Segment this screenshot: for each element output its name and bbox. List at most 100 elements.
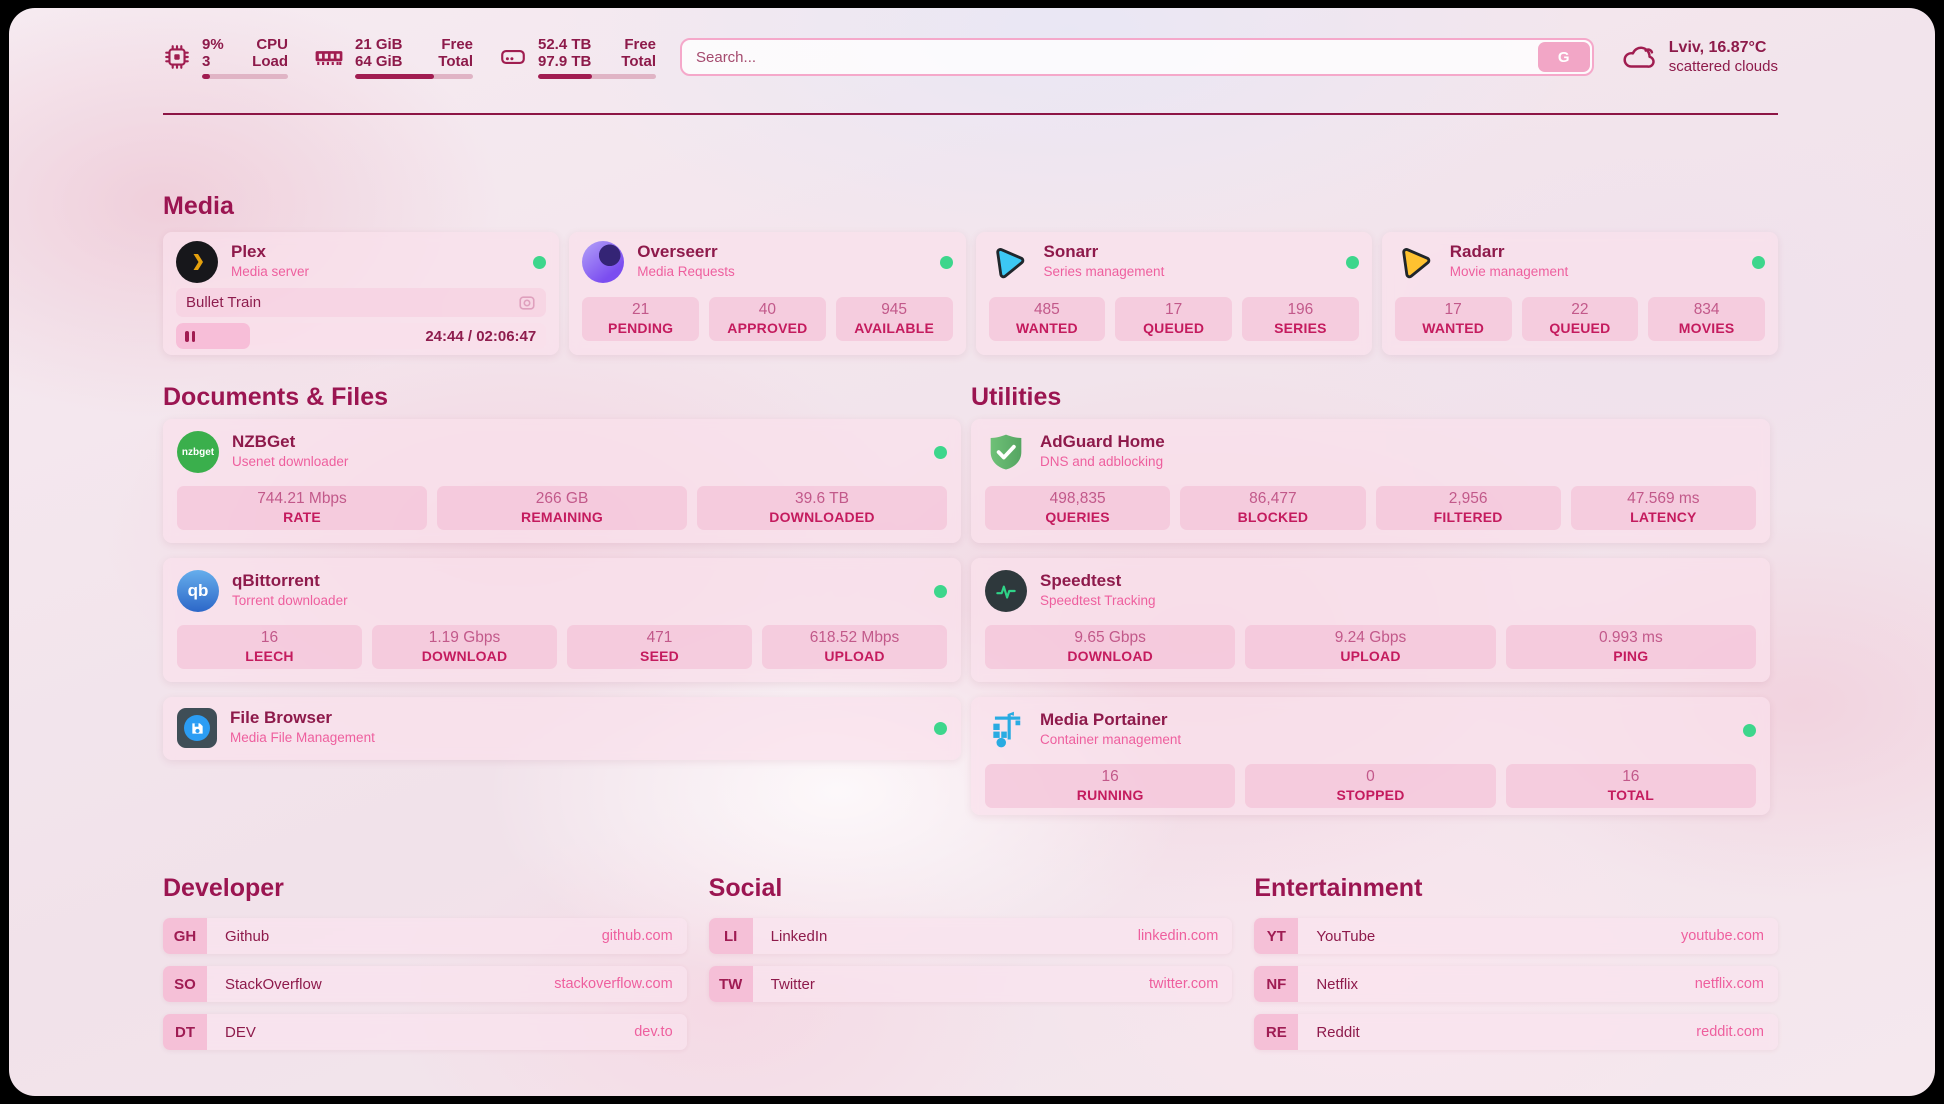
overseerr-card[interactable]: Overseerr Media Requests 21 PENDING 40 A… <box>569 232 966 355</box>
plex-card-header: Plex Media server <box>176 241 547 283</box>
portainer-card[interactable]: Media Portainer Container management 16 … <box>971 697 1770 815</box>
stat-label: REMAINING <box>521 509 603 525</box>
adguard-card[interactable]: AdGuard Home DNS and adblocking 498,835 … <box>971 419 1770 543</box>
status-indicator <box>1752 255 1765 269</box>
stat-value: 22 <box>1571 301 1589 318</box>
search-bar: G <box>680 38 1594 76</box>
link-url: netflix.com <box>1694 976 1764 992</box>
section-title-developer: Developer <box>163 874 284 902</box>
app-title: Sonarr <box>1043 242 1099 261</box>
memory-usage-bar <box>355 73 473 79</box>
link-url: stackoverflow.com <box>554 976 673 992</box>
stat-label: UPLOAD <box>824 648 885 664</box>
link-url: reddit.com <box>1696 1024 1764 1040</box>
stat-label: QUERIES <box>1045 509 1110 525</box>
documents-column: Documents & Files nzbget NZBGet Usenet d… <box>163 382 961 815</box>
link-linkedin[interactable]: LI LinkedIn linkedin.com <box>708 918 1233 954</box>
status-indicator <box>1345 255 1359 269</box>
stat-label: RUNNING <box>1076 787 1144 803</box>
stat-value: 618.52 Mbps <box>809 629 900 646</box>
memory-total-label: Total <box>438 52 473 70</box>
stat-label: QUEUED <box>1549 320 1611 336</box>
storage-stat: 52.4 TB Free 97.9 TB Total <box>499 36 656 79</box>
search-engine-button[interactable]: G <box>1537 42 1590 72</box>
link-url: linkedin.com <box>1137 928 1219 944</box>
stat-label: SERIES <box>1274 320 1327 336</box>
app-title: File Browser <box>230 708 333 727</box>
app-title: Speedtest <box>1040 571 1122 590</box>
link-github[interactable]: GH Github github.com <box>163 918 687 954</box>
speedtest-icon <box>985 570 1027 612</box>
stat-label: MOVIES <box>1678 320 1735 336</box>
app-description: Speedtest Tracking <box>1040 593 1156 608</box>
app-title: Media Portainer <box>1040 710 1168 729</box>
link-dev[interactable]: DT DEV dev.to <box>163 1014 687 1050</box>
radarr-card[interactable]: Radarr Movie management 17 WANTED 22 QUE… <box>1381 232 1778 355</box>
stat-value: 498,835 <box>1049 490 1106 507</box>
stat-label: BLOCKED <box>1237 509 1309 525</box>
ram-icon <box>314 44 344 70</box>
video-icon <box>518 294 536 312</box>
section-title-entertainment: Entertainment <box>1254 874 1423 902</box>
link-badge: RE <box>1254 1014 1299 1050</box>
stat-label: PING <box>1613 648 1649 664</box>
plex-card[interactable]: Plex Media server Bullet Train 24:44 / 0… <box>163 232 560 355</box>
adguard-card-header: AdGuard Home DNS and adblocking <box>985 431 1756 473</box>
nzbget-card-header: nzbget NZBGet Usenet downloader <box>177 431 947 473</box>
app-description: DNS and adblocking <box>1040 454 1164 469</box>
stat-box: 17 WANTED <box>1394 297 1512 341</box>
sonarr-card[interactable]: Sonarr Series management 485 WANTED 17 Q… <box>975 232 1372 355</box>
stat-box: 834 MOVIES <box>1648 297 1765 341</box>
stat-label: APPROVED <box>727 320 808 336</box>
link-twitter[interactable]: TW Twitter twitter.com <box>708 966 1233 1002</box>
status-indicator <box>934 721 947 735</box>
stat-box: 47.569 ms LATENCY <box>1570 486 1756 530</box>
stat-value: 9.65 Gbps <box>1074 629 1146 646</box>
link-url: dev.to <box>634 1024 673 1040</box>
app-description: Container management <box>1040 732 1182 747</box>
sonarr-stats: 485 WANTED 17 QUEUED 196 SERIES <box>988 297 1359 341</box>
link-netflix[interactable]: NF Netflix netflix.com <box>1254 966 1778 1002</box>
sonarr-card-header: Sonarr Series management <box>989 242 1359 282</box>
app-description: Usenet downloader <box>232 454 349 469</box>
app-description: Movie management <box>1449 264 1569 279</box>
stat-box: 618.52 Mbps UPLOAD <box>762 625 947 669</box>
stat-box: 16 RUNNING <box>985 764 1236 808</box>
stat-label: PENDING <box>608 320 674 336</box>
pause-icon <box>185 330 195 342</box>
weather-condition: scattered clouds <box>1668 58 1778 75</box>
stat-box: 498,835 QUERIES <box>985 486 1171 530</box>
link-reddit[interactable]: RE Reddit reddit.com <box>1254 1014 1778 1050</box>
app-title: NZBGet <box>232 432 296 451</box>
section-title-documents: Documents & Files <box>163 383 389 411</box>
app-title: Plex <box>231 242 266 261</box>
stat-value: 17 <box>1165 301 1183 318</box>
app-description: Media File Management <box>230 730 375 745</box>
nzbget-card[interactable]: nzbget NZBGet Usenet downloader 744.21 M… <box>163 419 961 543</box>
qbittorrent-card[interactable]: qb qBittorrent Torrent downloader 16 LEE… <box>163 558 961 682</box>
radarr-icon <box>1395 241 1437 283</box>
link-name: StackOverflow <box>225 975 322 993</box>
weather-widget: Lviv, 16.87°C scattered clouds <box>1620 38 1778 76</box>
search-input[interactable] <box>680 38 1594 76</box>
portainer-card-header: Media Portainer Container management <box>985 709 1756 751</box>
stat-box: 744.21 Mbps RATE <box>177 486 427 530</box>
nzbget-icon: nzbget <box>177 431 219 473</box>
speedtest-card-header: Speedtest Speedtest Tracking <box>985 570 1756 612</box>
storage-free-label: Free <box>624 35 656 53</box>
stat-value: 21 <box>632 301 650 318</box>
link-name: YouTube <box>1316 927 1376 945</box>
plex-icon <box>176 241 218 283</box>
link-youtube[interactable]: YT YouTube youtube.com <box>1254 918 1778 954</box>
app-description: Series management <box>1043 264 1165 279</box>
link-badge: NF <box>1254 966 1299 1002</box>
stat-label: LEECH <box>245 648 294 664</box>
stat-label: DOWNLOAD <box>1067 648 1153 664</box>
link-stackoverflow[interactable]: SO StackOverflow stackoverflow.com <box>163 966 687 1002</box>
overseerr-card-header: Overseerr Media Requests <box>582 241 953 283</box>
speedtest-card[interactable]: Speedtest Speedtest Tracking 9.65 Gbps D… <box>971 558 1770 682</box>
app-title: Radarr <box>1449 242 1505 261</box>
filebrowser-card[interactable]: File Browser Media File Management <box>163 697 961 760</box>
link-name: DEV <box>225 1023 256 1041</box>
cpu-load-label: Load <box>252 52 288 70</box>
